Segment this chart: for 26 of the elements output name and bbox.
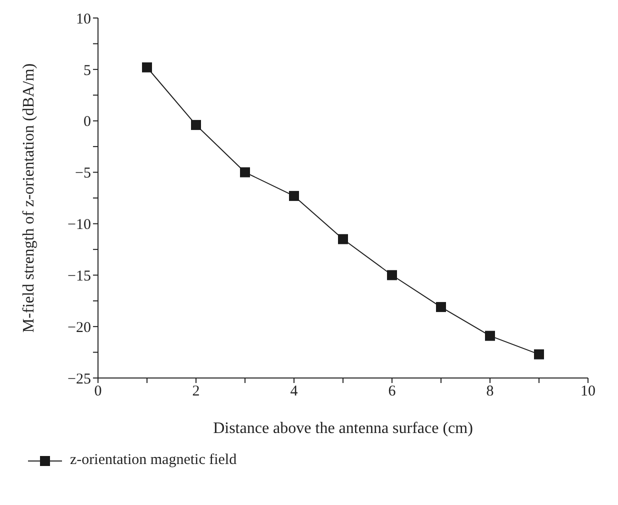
point (436, 302, 446, 312)
y-axis-title: M-field strength of z-orientation (dBA/m) (20, 63, 38, 333)
x-tick-label: 0 (94, 384, 102, 400)
x-tick-label: 2 (192, 384, 200, 400)
y-tick-label: 5 (84, 62, 91, 79)
point (191, 120, 201, 130)
point (485, 330, 495, 341)
point (338, 234, 348, 244)
x-axis-title: Distance above the antenna surface (cm) (213, 420, 473, 437)
x-tick-label: 6 (388, 384, 396, 400)
x-tick-label: 8 (486, 384, 494, 400)
y-tick-label: 0 (84, 114, 91, 130)
y-tick-label: −15 (68, 268, 91, 284)
x-tick-label: 10 (580, 384, 596, 400)
y-tick-label: −20 (68, 320, 91, 336)
y-tick-label: −5 (75, 166, 91, 182)
point (142, 62, 152, 72)
legend-label: z-orientation magnetic field (70, 452, 237, 469)
y-tick-label: −25 (68, 371, 91, 388)
y-tick-label: −10 (68, 217, 91, 234)
y-tick-label: 10 (76, 11, 91, 28)
point (387, 270, 397, 280)
point (534, 349, 544, 360)
x-tick-label: 4 (290, 384, 298, 400)
point (289, 190, 299, 201)
point (240, 167, 250, 178)
